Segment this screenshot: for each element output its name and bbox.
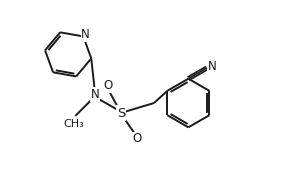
Text: N: N xyxy=(81,28,90,41)
Text: S: S xyxy=(117,107,125,120)
Text: O: O xyxy=(104,79,113,92)
Text: N: N xyxy=(91,88,100,101)
Text: CH₃: CH₃ xyxy=(64,119,84,129)
Text: N: N xyxy=(208,60,217,73)
Text: O: O xyxy=(132,132,141,145)
